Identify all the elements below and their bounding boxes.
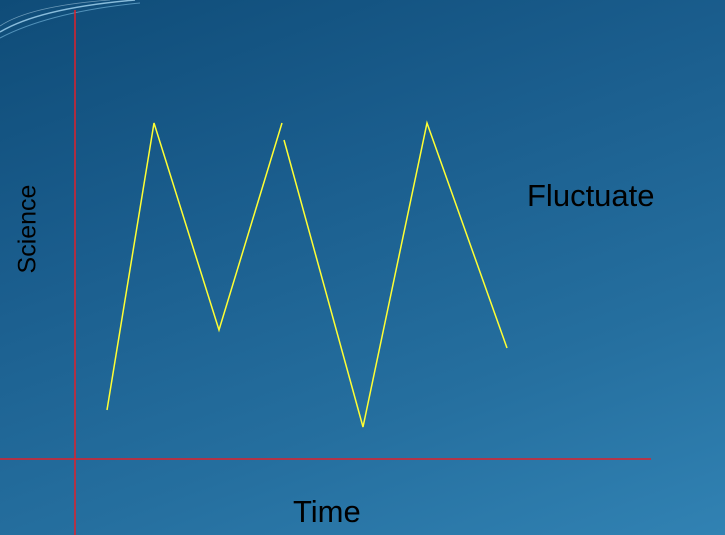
trend-line-segment-1 [106, 122, 283, 411]
y-axis-label: Science [13, 184, 42, 274]
x-axis-label: Time [293, 494, 361, 529]
fluctuate-annotation: Fluctuate [527, 178, 655, 213]
trend-line-segment-2 [283, 120, 508, 428]
corner-swoosh-decoration [0, 0, 140, 39]
